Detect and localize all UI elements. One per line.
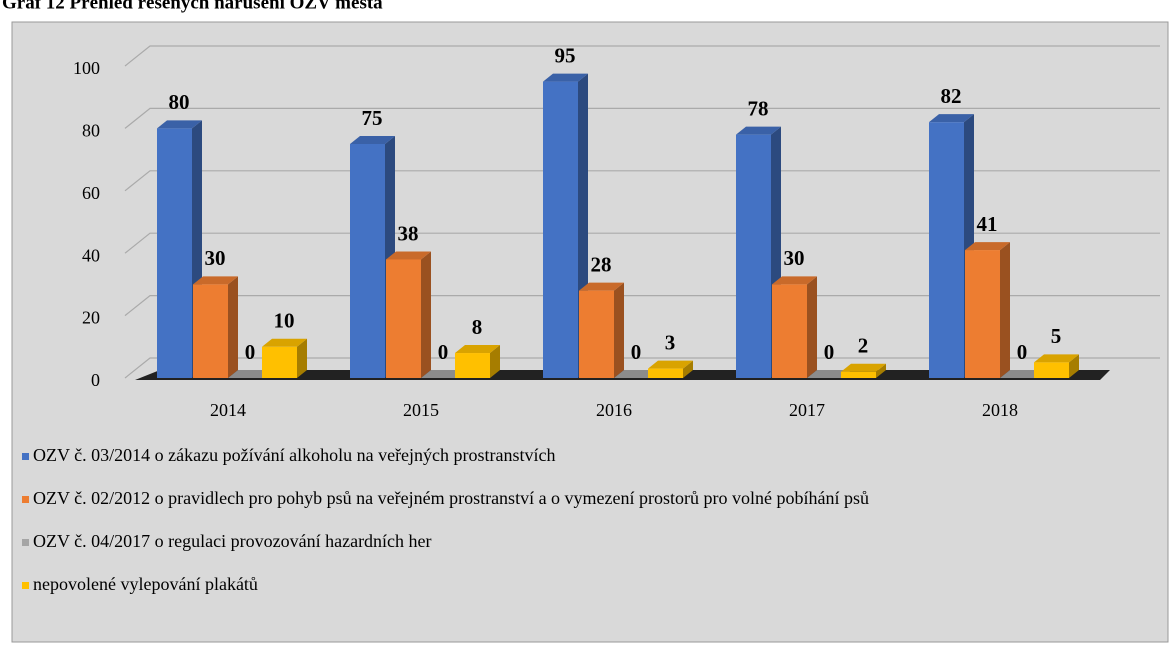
x-tick-label: 2017 bbox=[789, 400, 825, 420]
data-label: 78 bbox=[748, 96, 769, 120]
data-label: 28 bbox=[591, 252, 612, 276]
data-label: 82 bbox=[941, 84, 962, 108]
legend-swatch bbox=[22, 539, 29, 546]
data-label: 0 bbox=[824, 340, 835, 364]
bar bbox=[1034, 354, 1079, 378]
data-label: 0 bbox=[1017, 340, 1028, 364]
bar bbox=[193, 276, 238, 378]
bar bbox=[965, 242, 1010, 378]
grid-line bbox=[124, 107, 1160, 129]
data-label: 0 bbox=[245, 340, 256, 364]
grid-line bbox=[124, 170, 1160, 192]
data-label: 10 bbox=[274, 309, 295, 333]
bar bbox=[228, 370, 273, 378]
bar bbox=[262, 338, 307, 378]
data-label: 0 bbox=[631, 340, 642, 364]
y-tick-label: 60 bbox=[82, 183, 100, 203]
legend-swatch bbox=[22, 453, 29, 460]
data-label: 30 bbox=[205, 246, 226, 270]
data-label: 30 bbox=[784, 246, 805, 270]
legend-label: OZV č. 03/2014 o zákazu požívání alkohol… bbox=[33, 445, 556, 465]
y-tick-label: 20 bbox=[82, 308, 100, 328]
bar bbox=[386, 251, 431, 378]
bar bbox=[421, 370, 466, 378]
grid-line bbox=[124, 295, 1160, 317]
data-label: 2 bbox=[858, 334, 869, 358]
legend-swatch bbox=[22, 496, 29, 503]
bar bbox=[807, 370, 852, 378]
y-tick-label: 80 bbox=[82, 121, 100, 141]
y-tick-label: 0 bbox=[91, 370, 100, 390]
chart-title: Graf 12 Přehled řešených narušení OZV mě… bbox=[2, 0, 383, 13]
legend-label: nepovolené vylepování plakátů bbox=[33, 574, 258, 594]
x-tick-label: 2015 bbox=[403, 400, 439, 420]
legend-swatch bbox=[22, 582, 29, 589]
data-label: 5 bbox=[1051, 324, 1062, 348]
bar bbox=[648, 360, 693, 378]
bar bbox=[579, 282, 624, 378]
x-tick-label: 2014 bbox=[210, 400, 246, 420]
y-tick-label: 100 bbox=[73, 58, 100, 78]
data-label: 80 bbox=[169, 90, 190, 114]
legend-label: OZV č. 04/2017 o regulaci provozování ha… bbox=[33, 531, 432, 551]
data-label: 75 bbox=[362, 106, 383, 130]
grid-line bbox=[124, 357, 1160, 379]
bar bbox=[614, 370, 659, 378]
bar bbox=[1000, 370, 1045, 378]
data-label: 38 bbox=[398, 221, 419, 245]
grid-line bbox=[124, 232, 1160, 254]
data-label: 41 bbox=[977, 212, 998, 236]
data-label: 8 bbox=[472, 315, 483, 339]
x-tick-label: 2018 bbox=[982, 400, 1018, 420]
bar bbox=[772, 276, 817, 378]
data-label: 3 bbox=[665, 330, 676, 354]
data-label: 0 bbox=[438, 340, 449, 364]
bar bbox=[841, 363, 886, 378]
y-tick-label: 40 bbox=[82, 245, 100, 265]
bar bbox=[455, 345, 500, 378]
x-tick-label: 2016 bbox=[596, 400, 632, 420]
grid-line bbox=[124, 45, 1160, 67]
legend-label: OZV č. 02/2012 o pravidlech pro pohyb ps… bbox=[33, 488, 869, 508]
data-label: 95 bbox=[555, 43, 576, 67]
